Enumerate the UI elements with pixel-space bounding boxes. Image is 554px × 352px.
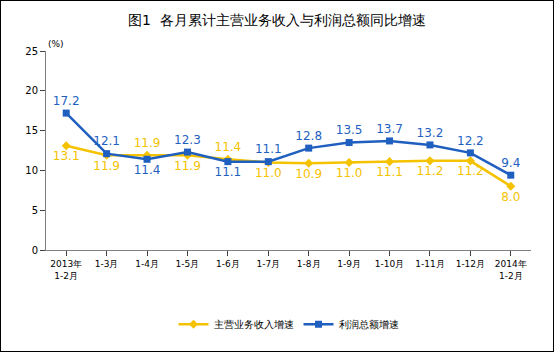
svg-text:10: 10 bbox=[25, 165, 38, 176]
svg-text:13.5: 13.5 bbox=[336, 123, 363, 137]
svg-text:0: 0 bbox=[32, 245, 38, 256]
svg-text:13.1: 13.1 bbox=[53, 149, 80, 163]
svg-text:11.0: 11.0 bbox=[255, 166, 282, 180]
svg-text:12.3: 12.3 bbox=[174, 133, 201, 147]
svg-text:2014年1-2月: 2014年1-2月 bbox=[495, 259, 527, 281]
svg-text:11.4: 11.4 bbox=[215, 140, 242, 154]
svg-text:1-10月: 1-10月 bbox=[375, 259, 404, 269]
svg-text:1-7月: 1-7月 bbox=[256, 259, 280, 269]
svg-text:11.1: 11.1 bbox=[255, 142, 282, 156]
svg-text:1-8月: 1-8月 bbox=[297, 259, 321, 269]
svg-text:(%): (%) bbox=[48, 39, 64, 49]
svg-text:13.2: 13.2 bbox=[417, 126, 444, 140]
svg-text:利润总额增速: 利润总额增速 bbox=[339, 319, 399, 330]
svg-text:9.4: 9.4 bbox=[501, 156, 520, 170]
svg-text:20: 20 bbox=[25, 85, 38, 96]
svg-text:1-9月: 1-9月 bbox=[337, 259, 361, 269]
svg-text:11.1: 11.1 bbox=[376, 165, 403, 179]
svg-text:5: 5 bbox=[32, 205, 38, 216]
svg-text:25: 25 bbox=[25, 46, 38, 57]
svg-text:11.2: 11.2 bbox=[457, 164, 484, 178]
svg-text:11.0: 11.0 bbox=[336, 166, 363, 180]
svg-text:1-11月: 1-11月 bbox=[415, 259, 444, 269]
svg-text:10.9: 10.9 bbox=[295, 167, 322, 181]
svg-text:13.7: 13.7 bbox=[376, 122, 403, 136]
svg-text:1-5月: 1-5月 bbox=[176, 259, 200, 269]
svg-text:12.8: 12.8 bbox=[295, 129, 322, 143]
svg-text:11.4: 11.4 bbox=[134, 163, 161, 177]
svg-text:11.9: 11.9 bbox=[174, 159, 201, 173]
svg-text:11.9: 11.9 bbox=[134, 136, 161, 150]
svg-text:图1 各月累计主营业务收入与利润总额同比增速: 图1 各月累计主营业务收入与利润总额同比增速 bbox=[128, 12, 426, 28]
svg-text:1-3月: 1-3月 bbox=[95, 259, 119, 269]
svg-text:11.9: 11.9 bbox=[93, 159, 120, 173]
svg-text:1-12月: 1-12月 bbox=[456, 259, 485, 269]
svg-text:8.0: 8.0 bbox=[501, 190, 520, 204]
svg-text:1-4月: 1-4月 bbox=[135, 259, 159, 269]
svg-text:11.2: 11.2 bbox=[417, 164, 444, 178]
svg-text:12.1: 12.1 bbox=[93, 134, 120, 148]
svg-text:12.2: 12.2 bbox=[457, 134, 484, 148]
svg-text:15: 15 bbox=[25, 125, 38, 136]
svg-text:2013年1-2月: 2013年1-2月 bbox=[50, 259, 82, 281]
svg-text:17.2: 17.2 bbox=[53, 94, 80, 108]
svg-text:主营业务收入增速: 主营业务收入增速 bbox=[214, 319, 294, 330]
svg-text:11.1: 11.1 bbox=[215, 165, 242, 179]
svg-text:1-6月: 1-6月 bbox=[216, 259, 240, 269]
